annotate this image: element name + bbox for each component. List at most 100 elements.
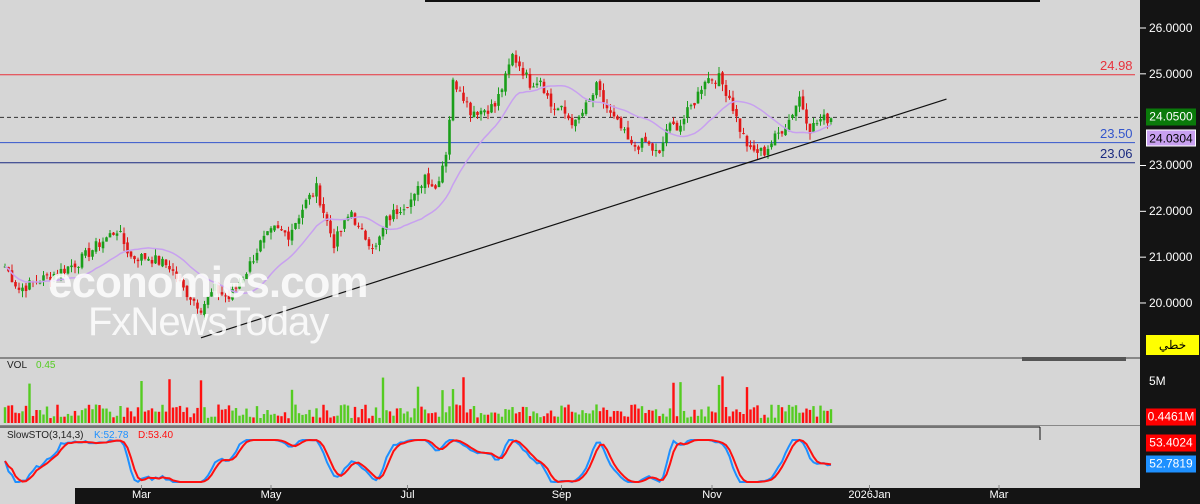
candle-up xyxy=(437,181,441,188)
volume-bar xyxy=(17,413,21,423)
candle-down xyxy=(742,133,745,135)
volume-bar xyxy=(108,411,112,423)
volume-bar xyxy=(80,410,84,423)
candle-down xyxy=(714,82,717,84)
volume-bar xyxy=(420,406,423,423)
candle-down xyxy=(192,298,196,301)
volume-bar xyxy=(577,414,581,423)
volume-bar xyxy=(77,415,80,423)
volume-bar xyxy=(763,414,766,423)
candle-up xyxy=(497,94,500,106)
volume-bar xyxy=(434,412,437,423)
panel-buttons xyxy=(1022,357,1126,361)
volume-bar xyxy=(486,414,490,423)
ma-value-tag: 24.0304 xyxy=(1146,129,1196,147)
candle-down xyxy=(693,103,696,106)
volume-bar xyxy=(10,405,14,423)
stoch-k-label: K:52.78 xyxy=(94,430,129,441)
candle-down xyxy=(339,230,343,232)
volume-bar xyxy=(381,377,385,423)
candle-down xyxy=(364,230,367,240)
candle-down xyxy=(458,90,462,92)
candle-down xyxy=(353,213,357,225)
candle-up xyxy=(581,112,584,116)
volume-bar xyxy=(245,408,248,423)
candle-down xyxy=(150,259,154,264)
candle-up xyxy=(409,199,413,208)
volume-bar xyxy=(350,417,353,423)
volume-bar xyxy=(777,404,780,423)
stoch-d-tag: 53.4024 xyxy=(1146,434,1196,452)
volume-bar xyxy=(521,406,525,423)
volume-bar xyxy=(728,416,731,423)
candle-down xyxy=(486,110,490,114)
volume-bar xyxy=(189,417,192,423)
volume-bar xyxy=(94,404,98,423)
volume-bar xyxy=(367,418,371,423)
candle-up xyxy=(381,227,385,237)
candle-down xyxy=(430,184,434,187)
volume-bar xyxy=(535,413,539,423)
volume-bar xyxy=(700,409,703,423)
time-axis-label: Sep xyxy=(551,489,572,501)
candle-up xyxy=(203,303,206,316)
candle-down xyxy=(626,127,630,140)
price-tick-label: 25.0000 xyxy=(1149,66,1193,81)
chart-type-button[interactable]: خطي xyxy=(1146,335,1199,355)
time-axis-label: Mar xyxy=(989,489,1009,501)
volume-bar xyxy=(619,411,623,423)
volume-bar xyxy=(472,406,476,423)
candle-down xyxy=(514,54,518,63)
candle-down xyxy=(644,136,647,142)
candle-up xyxy=(301,209,304,218)
volume-bar xyxy=(441,390,444,423)
volume-bar xyxy=(479,413,483,423)
volume-bar xyxy=(297,413,301,423)
volume-bar xyxy=(171,407,175,423)
volume-bar xyxy=(570,411,574,423)
volume-bar xyxy=(210,416,213,423)
volume-bar xyxy=(52,416,56,423)
volume-bar xyxy=(241,414,245,423)
volume-bar xyxy=(637,408,640,423)
volume-bar xyxy=(273,413,276,423)
candle-down xyxy=(801,96,805,110)
candle-down xyxy=(199,310,203,313)
volume-bar xyxy=(679,382,682,423)
volume-bar xyxy=(780,407,784,423)
candle-down xyxy=(826,113,829,124)
candle-up xyxy=(374,245,378,247)
candle-down xyxy=(633,144,637,147)
time-axis-label: Mar xyxy=(132,489,151,501)
volume-bar xyxy=(707,406,710,423)
volume-bar xyxy=(598,411,602,423)
volume-bar xyxy=(556,416,560,423)
volume-bar xyxy=(98,405,101,423)
candle-down xyxy=(168,265,171,270)
volume-bar xyxy=(612,411,616,423)
volume-bar xyxy=(395,408,399,423)
volume-bar xyxy=(196,407,199,423)
candle-up xyxy=(66,266,70,274)
volume-bar xyxy=(150,408,154,423)
candle-down xyxy=(224,295,227,297)
candle-down xyxy=(675,122,679,131)
candle-up xyxy=(472,111,476,118)
volume-bar xyxy=(406,411,409,423)
candle-up xyxy=(661,142,665,152)
candle-up xyxy=(108,233,112,238)
candle-down xyxy=(724,84,728,96)
time-axis-label: Jul xyxy=(400,489,415,501)
candle-up xyxy=(42,275,45,281)
volume-bar xyxy=(168,379,171,423)
candle-down xyxy=(808,123,812,134)
volume-bar xyxy=(609,416,612,423)
candle-down xyxy=(24,285,28,292)
candle-up xyxy=(105,237,108,242)
candle-down xyxy=(112,232,115,235)
candle-down xyxy=(157,255,161,265)
candle-up xyxy=(392,209,395,220)
volume-last-tag: 0.4461M xyxy=(1146,408,1196,426)
candle-up xyxy=(259,240,262,252)
volume-bar xyxy=(112,417,115,423)
